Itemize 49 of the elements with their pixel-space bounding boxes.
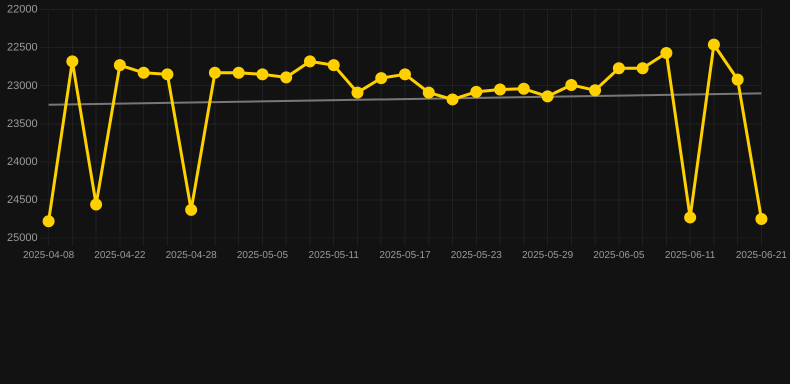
x-tick-label: 2025-04-22 bbox=[94, 250, 146, 261]
point bbox=[422, 86, 435, 99]
point bbox=[114, 59, 126, 72]
point bbox=[304, 55, 316, 68]
x-tick-label: 2025-05-11 bbox=[308, 250, 360, 261]
x-tick-label: 2025-05-05 bbox=[236, 250, 288, 261]
point bbox=[494, 84, 506, 96]
point bbox=[375, 72, 388, 84]
point bbox=[280, 71, 292, 84]
x-tick-label: 2025-06-11 bbox=[664, 250, 716, 261]
x-tick-label: 2025-06-21 bbox=[736, 250, 788, 261]
x-tick-label: 2025-05-23 bbox=[450, 250, 502, 261]
y-tick-label: 22500 bbox=[6, 42, 38, 54]
point bbox=[542, 90, 554, 102]
point bbox=[256, 68, 268, 80]
point bbox=[185, 204, 198, 216]
point bbox=[208, 66, 221, 79]
x-tick-label: 2025-04-08 bbox=[23, 250, 75, 261]
point bbox=[755, 212, 768, 225]
x-tick-label: 2025-04-28 bbox=[166, 250, 218, 261]
point bbox=[732, 74, 744, 86]
x-tick-label: 2025-05-29 bbox=[522, 250, 574, 261]
point bbox=[90, 198, 102, 210]
point bbox=[660, 46, 672, 59]
point bbox=[232, 66, 245, 79]
point bbox=[565, 78, 578, 91]
point bbox=[518, 82, 530, 95]
point bbox=[636, 62, 649, 74]
y-tick-label: 22000 bbox=[6, 4, 38, 16]
point bbox=[684, 211, 696, 224]
point bbox=[161, 68, 174, 80]
y-tick-label: 24000 bbox=[6, 156, 38, 168]
point bbox=[66, 55, 78, 68]
y-tick-label: 23000 bbox=[6, 80, 38, 92]
point bbox=[612, 62, 625, 74]
x-tick-label: 2025-06-05 bbox=[593, 250, 645, 261]
point bbox=[138, 66, 150, 79]
y-tick-label: 24500 bbox=[6, 194, 38, 206]
point bbox=[42, 215, 55, 228]
y-tick-label: 23500 bbox=[6, 118, 38, 130]
point bbox=[446, 93, 459, 106]
point bbox=[589, 84, 602, 96]
point bbox=[328, 59, 340, 72]
point bbox=[470, 86, 482, 98]
point bbox=[351, 86, 364, 99]
point bbox=[399, 68, 412, 80]
x-tick-label: 2025-05-17 bbox=[379, 250, 432, 261]
point bbox=[708, 38, 720, 51]
y-tick-label: 25000 bbox=[6, 232, 38, 244]
